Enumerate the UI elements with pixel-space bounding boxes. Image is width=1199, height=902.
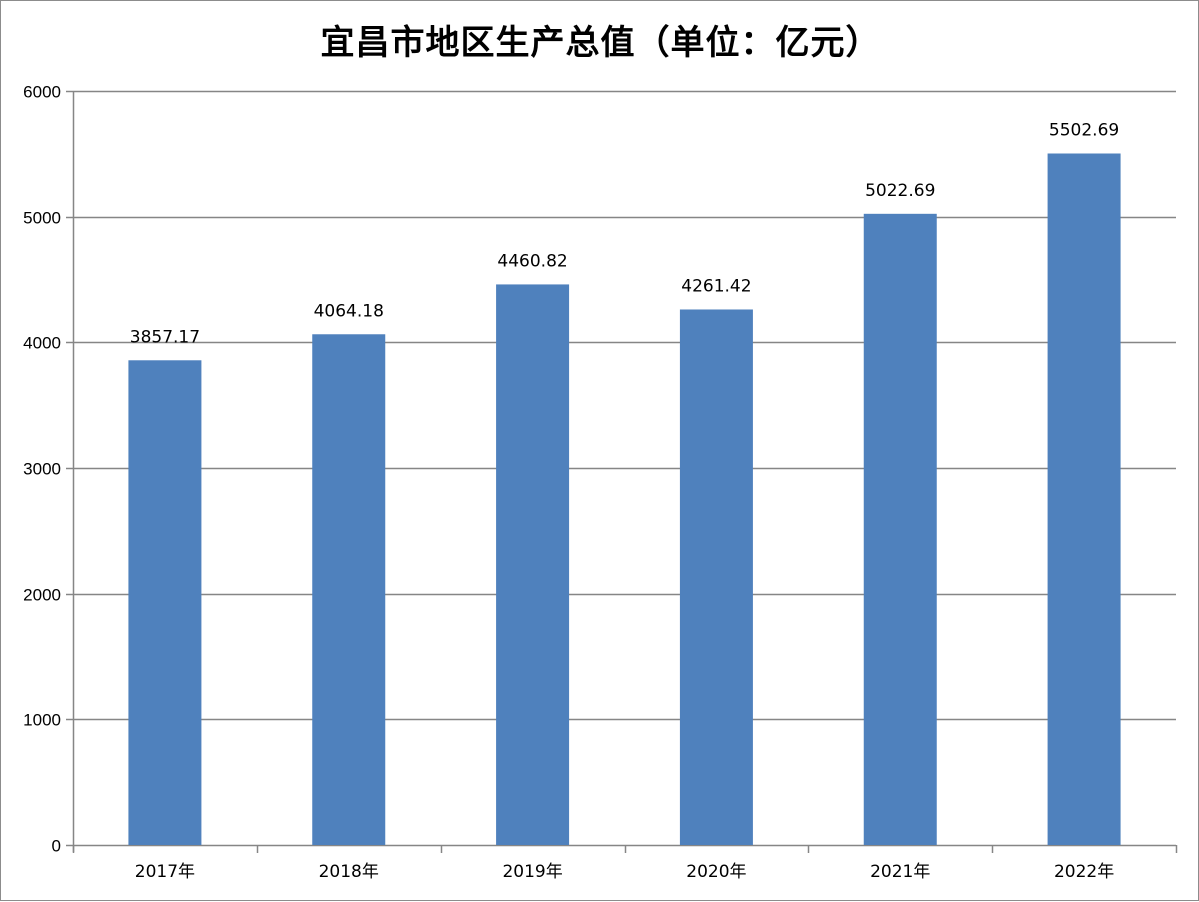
data-label: 4064.18 — [314, 301, 384, 321]
x-tick-label: 2022年 — [1054, 862, 1114, 882]
x-tick-label: 2019年 — [502, 862, 562, 882]
y-tick-label: 2000 — [23, 586, 61, 605]
data-label: 4460.82 — [497, 251, 567, 271]
y-tick-label: 5000 — [23, 209, 61, 228]
data-label: 5022.69 — [865, 181, 935, 201]
data-label: 3857.17 — [130, 327, 200, 347]
x-tick-label: 2020年 — [686, 862, 746, 882]
chart-title: 宜昌市地区生产总值（单位：亿元） — [320, 23, 881, 63]
y-tick-label: 1000 — [23, 711, 61, 730]
y-tick-label: 6000 — [23, 83, 61, 102]
y-tick-label: 0 — [52, 837, 61, 856]
bar-2017年 — [128, 360, 202, 845]
bar-2019年 — [496, 284, 570, 846]
bar-2022年 — [1047, 153, 1121, 845]
bar-2018年 — [312, 334, 386, 845]
x-tick-label: 2018年 — [319, 862, 379, 882]
x-tick-label: 2021年 — [870, 862, 930, 882]
x-tick-label: 2017年 — [135, 862, 195, 882]
y-tick-label: 3000 — [23, 460, 61, 479]
bar-2020年 — [679, 309, 753, 845]
bar-2021年 — [863, 213, 937, 845]
data-label: 4261.42 — [681, 276, 751, 296]
data-label: 5502.69 — [1049, 120, 1119, 140]
y-tick-label: 4000 — [23, 334, 61, 353]
